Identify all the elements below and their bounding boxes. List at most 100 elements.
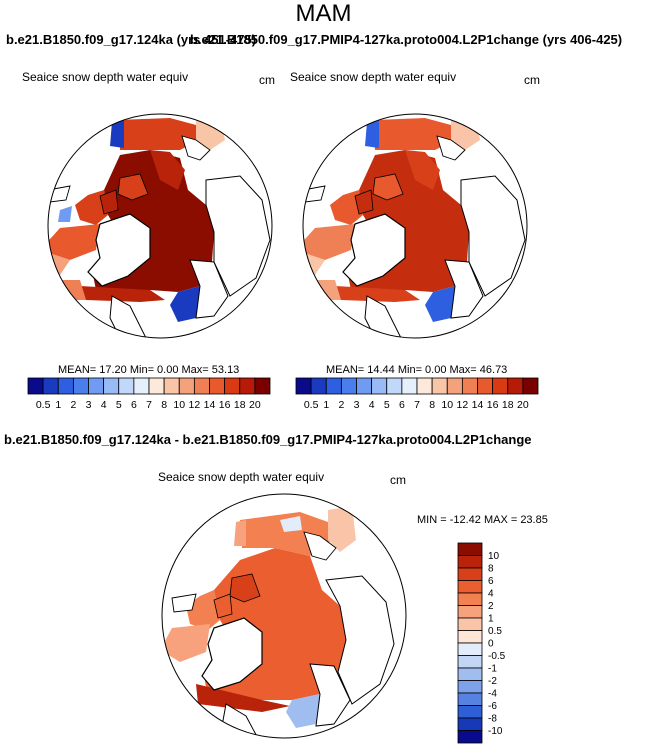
left-polar-map [48,114,272,338]
diff-colorbar-box [457,667,483,681]
right-colorbar-box [522,377,539,395]
left-colorbar-box [133,377,150,395]
right-colorbar-box [371,377,388,395]
diff-stats: MIN = -12.42 MAX = 23.85 [417,514,548,526]
diff-colorbar-label: 0.5 [488,626,502,637]
right-map-title: Seaice snow depth water equiv [290,70,457,84]
diff-colorbar-label: 6 [488,576,494,587]
right-colorbar-label: 5 [384,399,390,411]
left-colorbar-box [193,377,210,395]
right-colorbar-label: 3 [354,399,360,411]
left-colorbar-label: 2 [70,399,76,411]
left-colorbar-box [209,377,226,395]
left-colorbar-box [27,377,44,395]
diff-colorbar-box [457,630,483,644]
left-colorbar-box [88,377,105,395]
right-colorbar-box [386,377,403,395]
right-colorbar-box [507,377,524,395]
right-stats: MEAN= 14.44 Min= 0.00 Max= 46.73 [326,364,508,376]
figure-suptitle: MAM [295,0,352,27]
left-colorbar-label: 3 [86,399,92,411]
right-colorbar-box [340,377,357,395]
diff-map-title: Seaice snow depth water equiv [158,470,325,484]
diff-colorbar-label: -6 [488,701,497,712]
diff-colorbar-box [457,555,483,569]
left-colorbar-label: 8 [161,399,167,411]
left-colorbar-box [148,377,165,395]
diff-colorbar-box [457,730,483,744]
right-colorbar-label: 6 [399,399,405,411]
left-colorbar-box [118,377,135,395]
diff-colorbar-label: 4 [488,589,494,600]
diff-colorbar-label: -4 [488,689,497,700]
left-colorbar-label: 0.5 [36,399,51,411]
left-colorbar-box [57,377,74,395]
right-colorbar-label: 18 [502,399,514,411]
right-colorbar-label: 14 [472,399,484,411]
left-colorbar-label: 6 [131,399,137,411]
right-colorbar-box [461,377,478,395]
left-colorbar-box [72,377,89,395]
right-panel-title: b.e21.B1850.f09_g17.PMIP4-127ka.proto004… [190,32,623,47]
diff-colorbar-label: 2 [488,601,494,612]
right-colorbar-label: 20 [517,399,529,411]
left-colorbar-label: 7 [146,399,152,411]
left-map-border [47,113,273,339]
right-map-border [302,113,528,339]
right-colorbar-box [477,377,494,395]
right-map-units: cm [524,73,540,87]
diff-polar-map [162,494,406,738]
left-colorbar-box [239,377,256,395]
diff-colorbar-box [457,567,483,581]
left-colorbar-box [254,377,271,395]
left-colorbar-label: 12 [189,399,201,411]
left-map-units: cm [259,73,275,87]
left-colorbar-label: 18 [234,399,246,411]
diff-panel-title: b.e21.B1850.f09_g17.124ka - b.e21.B1850.… [4,432,532,447]
diff-colorbar-box [457,692,483,706]
left-map-title: Seaice snow depth water equiv [22,70,189,84]
diff-map-border [161,493,407,739]
diff-colorbar-box [457,705,483,719]
left-colorbar-box [178,377,195,395]
left-panel-title: b.e21.B1850.f09_g17.124ka (yrs 451-475) [6,32,257,47]
right-colorbar-box [295,377,312,395]
left-stats: MEAN= 17.20 Min= 0.00 Max= 53.13 [58,364,240,376]
diff-colorbar-label: -0.5 [488,651,506,662]
left-colorbar-box [224,377,241,395]
diff-colorbar-box [457,680,483,694]
diff-colorbar-box [457,617,483,631]
left-colorbar-label: 1 [55,399,61,411]
left-colorbar-label: 10 [173,399,185,411]
left-colorbar-label: 20 [249,399,261,411]
diff-colorbar-box [457,717,483,731]
right-polar-map [303,114,527,338]
diff-map-units: cm [390,473,406,487]
right-colorbar-label: 10 [441,399,453,411]
diff-colorbar-box [457,542,483,556]
right-colorbar-box [356,377,373,395]
right-colorbar-box [431,377,448,395]
right-colorbar-box [416,377,433,395]
left-colorbar-label: 4 [101,399,107,411]
right-colorbar-box [446,377,463,395]
left-colorbar-label: 5 [116,399,122,411]
left-colorbar-box [103,377,120,395]
diff-colorbar-box [457,642,483,656]
diff-colorbar-label: 0 [488,639,494,650]
right-colorbar-box [310,377,327,395]
right-colorbar-box [325,377,342,395]
right-colorbar-label: 12 [457,399,469,411]
left-colorbar-box [163,377,180,395]
diff-colorbar-label: -1 [488,664,497,675]
right-colorbar-box [401,377,418,395]
diff-colorbar-label: 8 [488,564,494,575]
diff-colorbar-box [457,580,483,594]
diff-colorbar-label: 1 [488,614,494,625]
right-colorbar-label: 7 [414,399,420,411]
left-colorbar-box [42,377,59,395]
left-colorbar-label: 16 [219,399,231,411]
right-colorbar-box [492,377,509,395]
diff-colorbar-label: -10 [488,726,503,737]
